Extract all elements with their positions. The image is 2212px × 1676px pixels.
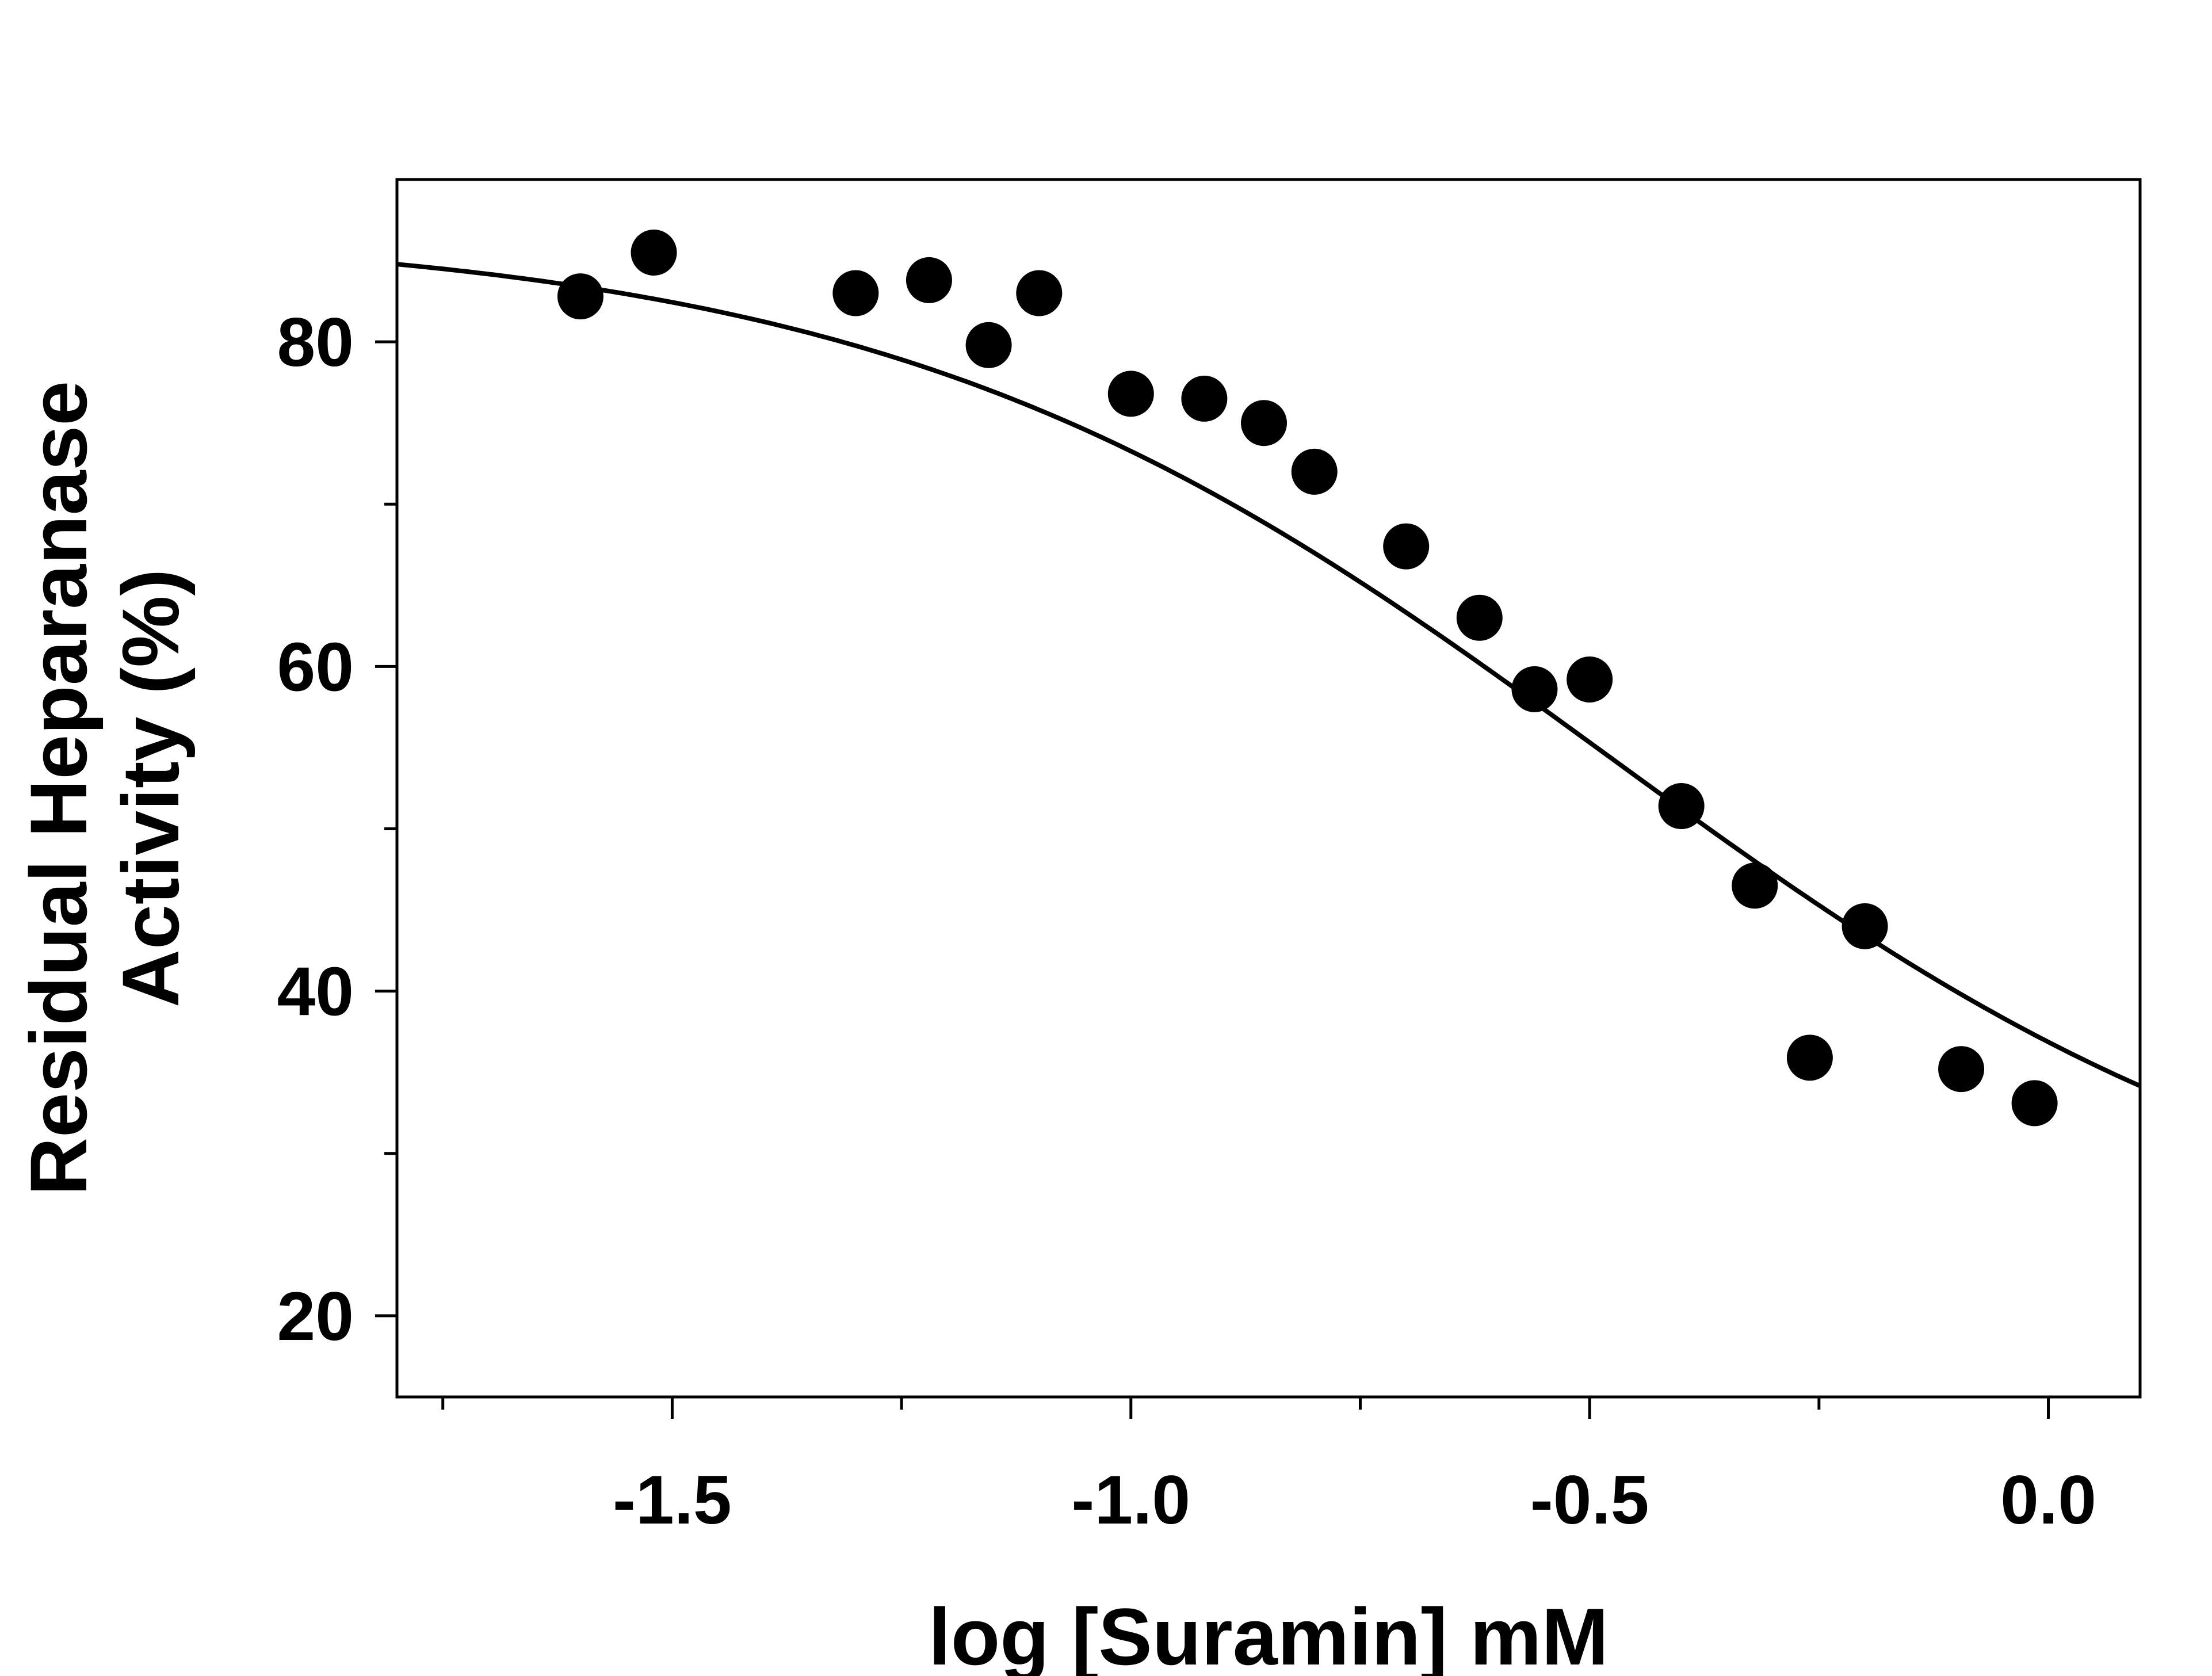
data-point [1241,400,1288,446]
data-point [906,257,952,303]
y-axis-title: Residual Heparanase Activity (%) [13,381,196,1196]
data-point [1732,862,1778,909]
fit-curve-layer [396,262,2141,1089]
data-point [1016,270,1063,316]
data-point [1511,666,1558,712]
data-points-layer [557,229,2058,1127]
y-tick-label: 60 [277,628,354,705]
data-point [1842,903,1888,949]
data-point [1291,448,1338,495]
data-point [832,270,879,316]
data-point [1567,656,1613,703]
x-tick-label: -1.5 [613,1461,732,1538]
y-tick-label: 20 [277,1278,354,1355]
y-axis-title-line-1: Residual Heparanase [13,381,104,1196]
y-axis-title-line-2: Activity (%) [105,569,196,1007]
x-tick-label: -0.5 [1530,1461,1649,1538]
data-point [2011,1080,2058,1127]
x-tick-label: -1.0 [1071,1461,1190,1538]
x-axis-title: log [Suramin] mM [929,1591,1609,1676]
y-tick-label: 40 [277,953,354,1030]
data-point [1181,375,1228,422]
data-point [557,273,603,320]
data-point [1658,783,1705,830]
data-point [1786,1034,1833,1081]
data-point [1938,1046,1985,1093]
plot-frame [395,178,2142,1399]
y-tick-label: 80 [277,304,354,381]
data-point [631,229,677,276]
x-tick-label: 0.0 [2000,1461,2096,1538]
data-point [1383,523,1430,570]
data-point [1456,594,1503,641]
x-axis-ticks: -1.5 -1.0 -0.5 0.0 [441,1397,2096,1538]
data-point [1107,371,1154,417]
data-point [965,322,1012,368]
fit-curve [396,262,2141,1089]
y-axis-ticks: 20 40 60 80 [277,304,397,1355]
